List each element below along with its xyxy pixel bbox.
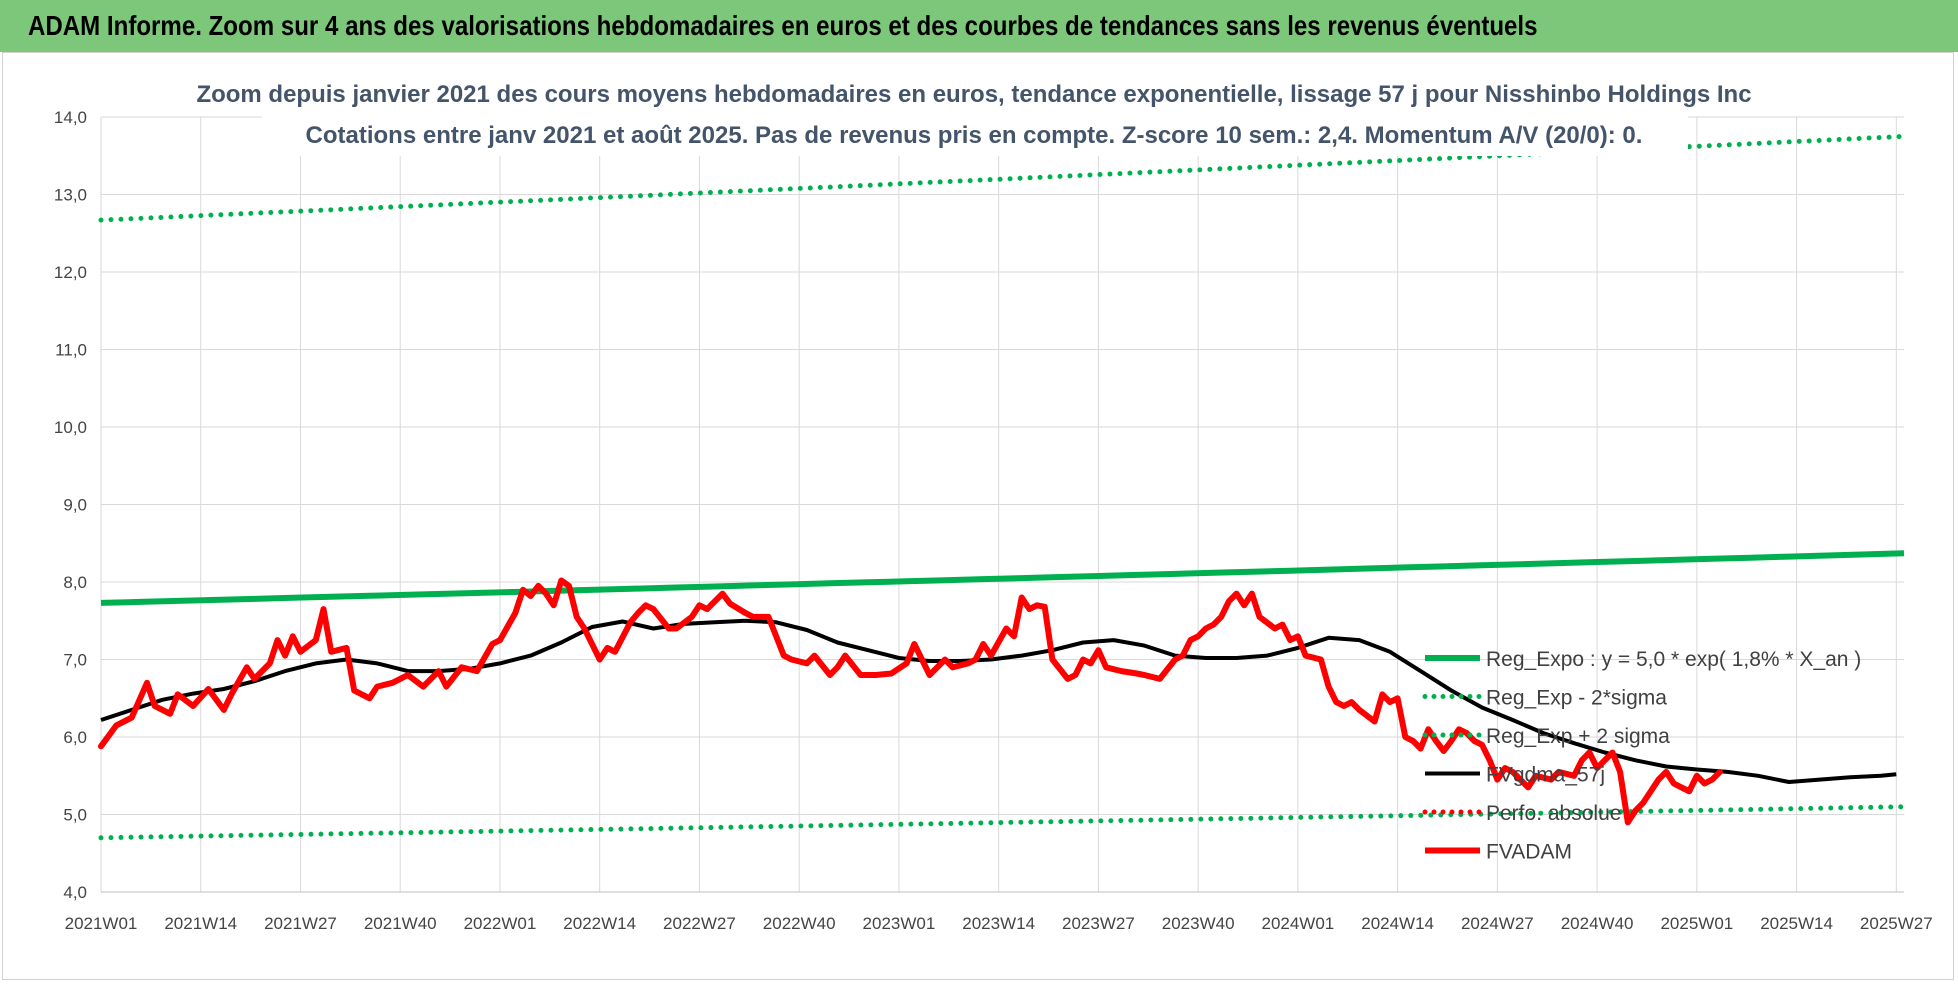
series-upper-band [98, 133, 1907, 223]
series-price-line [98, 577, 1723, 826]
x-tick-label: 2023W40 [1162, 914, 1235, 933]
x-tick-label: 2025W01 [1660, 914, 1733, 933]
chart-frame [2, 52, 1954, 980]
x-tick-label: 2023W27 [1062, 914, 1135, 933]
x-tick-label: 2024W40 [1561, 914, 1634, 933]
title-background [262, 74, 1688, 156]
chart-title-line1: Zoom depuis janvier 2021 des cours moyen… [196, 81, 1751, 108]
legend-label: FVgdma_57j [1486, 764, 1605, 787]
x-tick-label: 2024W01 [1261, 914, 1334, 933]
y-tick-label: 11,0 [55, 341, 87, 360]
x-tick-label: 2023W14 [962, 914, 1035, 933]
y-tick-label: 5,0 [63, 806, 87, 825]
y-tick-label: 12,0 [54, 263, 87, 282]
legend-label: Perfo. absolue [1486, 802, 1621, 825]
series-trend-line [100, 550, 1905, 606]
x-tick-label: 2022W27 [663, 914, 736, 933]
y-tick-label: 14,0 [54, 108, 87, 127]
report-banner-title: ADAM Informe. Zoom sur 4 ans des valoris… [28, 10, 1538, 41]
x-tick-label: 2021W01 [65, 914, 138, 933]
report-banner: ADAM Informe. Zoom sur 4 ans des valoris… [0, 0, 1958, 52]
y-tick-label: 10,0 [54, 418, 87, 437]
y-tick-label: 13,0 [54, 186, 87, 205]
x-tick-label: 2025W14 [1760, 914, 1833, 933]
x-tick-label: 2022W14 [563, 914, 636, 933]
x-tick-label: 2022W01 [464, 914, 537, 933]
x-tick-label: 2024W14 [1361, 914, 1434, 933]
x-tick-label: 2024W27 [1461, 914, 1534, 933]
legend-label: Reg_Exp - 2*sigma [1486, 687, 1667, 710]
chart-series [98, 133, 1907, 841]
x-tick-label: 2021W14 [164, 914, 237, 933]
x-tick-label: 2021W40 [364, 914, 437, 933]
chart-title-line2: Cotations entre janv 2021 et août 2025. … [306, 122, 1643, 149]
chart-legend: Reg_Expo : y = 5,0 * exp( 1,8% * X_an ) R… [1422, 648, 1861, 864]
chart-grid: 4,0 5,0 6,0 7,0 8,0 9,0 10,0 11,0 12,0 13,0 14,0 20… [54, 108, 1933, 933]
x-tick-label: 2022W40 [763, 914, 836, 933]
series-lower-band [98, 804, 1907, 841]
x-tick-label: 2023W01 [863, 914, 936, 933]
y-tick-label: 8,0 [63, 573, 87, 592]
legend-label: Reg_Expo : y = 5,0 * exp( 1,8% * X_an ) [1486, 648, 1861, 671]
y-tick-label: 4,0 [63, 883, 87, 902]
x-tick-label: 2025W27 [1860, 914, 1933, 933]
y-tick-label: 9,0 [63, 496, 87, 515]
x-tick-label: 2021W27 [264, 914, 337, 933]
legend-label: FVADAM [1486, 841, 1572, 864]
y-tick-label: 7,0 [63, 651, 87, 670]
y-tick-label: 6,0 [63, 728, 87, 747]
legend-label: Reg_Exp + 2 sigma [1486, 725, 1670, 748]
